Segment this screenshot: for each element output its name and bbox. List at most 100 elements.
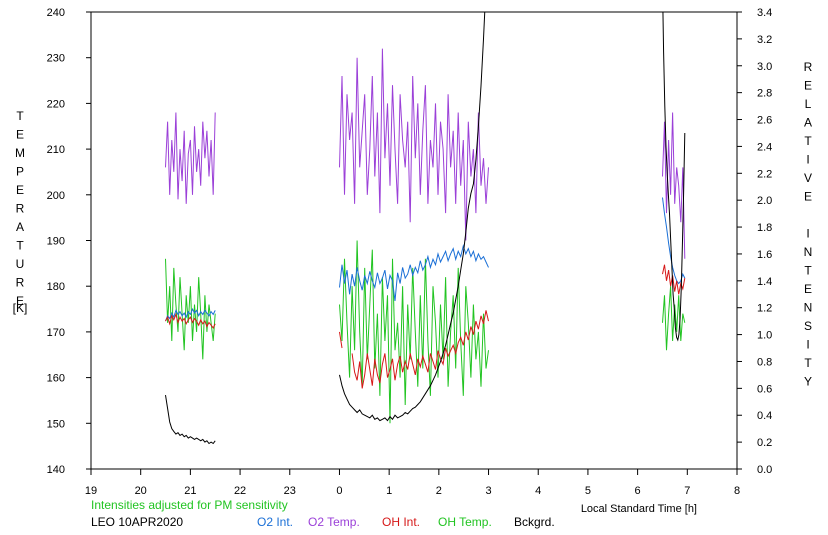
y-right-tick-label: 1.2 bbox=[757, 303, 772, 315]
series-line-oh-temp-seg1 bbox=[165, 258, 216, 360]
x-tick-label: 21 bbox=[184, 485, 196, 497]
y-left-tick-label: 180 bbox=[47, 281, 65, 293]
x-tick-label: 4 bbox=[535, 485, 541, 497]
y-right-tick-label: 3.4 bbox=[757, 7, 772, 19]
series-line-o2-temp-seg3 bbox=[662, 112, 686, 259]
note-text: Intensities adjusted for PM sensitivity bbox=[91, 498, 288, 512]
y-right-tick-label: 0.6 bbox=[757, 383, 772, 395]
y-left-tick-label: 210 bbox=[47, 144, 65, 156]
y-right-tick-label: 0.8 bbox=[757, 356, 772, 368]
y-right-tick-label: 0.4 bbox=[757, 410, 772, 422]
y-right-tick-label: 3.2 bbox=[757, 34, 772, 46]
y-left-tick-label: 220 bbox=[47, 98, 65, 110]
x-tick-label: 2 bbox=[436, 485, 442, 497]
series-line-oh-temp-seg3 bbox=[662, 286, 686, 351]
y-left-axis-title-letter: R bbox=[16, 202, 25, 216]
x-tick-label: 23 bbox=[284, 485, 296, 497]
y-left-axis-title-letter: P bbox=[16, 165, 24, 179]
series-line-background-seg2 bbox=[339, 12, 486, 422]
y-right-axis-title-letter: E bbox=[804, 282, 812, 296]
y-right-tick-label: 1.8 bbox=[757, 222, 772, 234]
y-right-axis-title-letter: V bbox=[804, 171, 812, 185]
y-right-axis-title-letter: I bbox=[806, 227, 809, 241]
y-right-tick-label: 2.8 bbox=[757, 88, 772, 100]
y-left-axis-title-letter: E bbox=[16, 294, 24, 308]
y-right-tick-label: 2.0 bbox=[757, 195, 772, 207]
station-label: LEO 10APR2020 bbox=[91, 515, 183, 529]
y-right-tick-label: 3.0 bbox=[757, 61, 772, 73]
y-left-axis-title-letter: E bbox=[16, 183, 24, 197]
series-line-oh-int-seg1 bbox=[165, 312, 216, 329]
y-right-axis-title-letter: E bbox=[804, 190, 812, 204]
x-axis-label: Local Standard Time [h] bbox=[581, 503, 697, 515]
x-tick-label: 19 bbox=[85, 485, 97, 497]
y-left-axis-title-letter: T bbox=[16, 109, 24, 123]
legend-item-o2-temp: O2 Temp. bbox=[308, 515, 360, 529]
plot-lines bbox=[165, 12, 686, 445]
legend: O2 Int. O2 Temp. OH Int. OH Temp. Bckgrd. bbox=[257, 515, 555, 529]
y-right-axis-title-letter: I bbox=[806, 153, 809, 167]
y-right-axis-title-letter: R bbox=[804, 60, 813, 74]
y-left-axis-title-letter: A bbox=[16, 220, 24, 234]
y-right-axis-title-letter: Y bbox=[804, 375, 812, 389]
y-right-axis-title-letter: T bbox=[804, 134, 812, 148]
y-left-axis-title-letter: T bbox=[16, 239, 24, 253]
ticks: 19 20 21 22 23 0 1 2 3 4 5 6 7 8140150160170180190200… bbox=[47, 7, 773, 497]
y-left-tick-label: 240 bbox=[47, 7, 65, 19]
legend-item-o2-int: O2 Int. bbox=[257, 515, 293, 529]
y-right-tick-label: 0.0 bbox=[757, 464, 772, 476]
x-tick-label: 6 bbox=[635, 485, 641, 497]
y-left-axis-unit: [K] bbox=[13, 301, 28, 315]
y-right-axis-title-letter: T bbox=[804, 264, 812, 278]
legend-item-oh-temp: OH Temp. bbox=[438, 515, 492, 529]
y-right-tick-label: 2.4 bbox=[757, 141, 772, 153]
y-right-tick-label: 1.0 bbox=[757, 330, 772, 342]
y-left-tick-label: 140 bbox=[47, 464, 65, 476]
y-right-tick-label: 0.2 bbox=[757, 437, 772, 449]
y-right-axis-title-letter: S bbox=[804, 319, 812, 333]
series-line-o2-temp-seg2 bbox=[339, 48, 489, 241]
y-left-axis-title-letter: M bbox=[15, 146, 25, 160]
y-right-axis-title-letter: I bbox=[806, 338, 809, 352]
x-tick-label: 1 bbox=[386, 485, 392, 497]
series-line-oh-temp-seg2 bbox=[339, 240, 489, 424]
y-right-tick-label: 1.4 bbox=[757, 276, 772, 288]
x-tick-label: 0 bbox=[336, 485, 342, 497]
x-tick-label: 7 bbox=[684, 485, 690, 497]
y-right-axis-title-letter: L bbox=[805, 97, 812, 111]
y-left-tick-label: 200 bbox=[47, 190, 65, 202]
y-right-tick-label: 2.2 bbox=[757, 168, 772, 180]
y-right-axis-title-letter: N bbox=[804, 301, 813, 315]
y-right-axis-title-letter: A bbox=[804, 116, 812, 130]
y-right-tick-label: 1.6 bbox=[757, 249, 772, 261]
series-line-background-seg3 bbox=[662, 12, 686, 342]
y-right-axis-title-letter: E bbox=[804, 79, 812, 93]
x-tick-label: 8 bbox=[734, 485, 740, 497]
x-tick-label: 5 bbox=[585, 485, 591, 497]
y-right-axis-title-letter: N bbox=[804, 245, 813, 259]
y-left-axis-title-letter: E bbox=[16, 128, 24, 142]
y-left-tick-label: 170 bbox=[47, 327, 65, 339]
series-line-o2-temp-seg1 bbox=[165, 112, 216, 204]
x-tick-label: 20 bbox=[135, 485, 147, 497]
series-line-oh-int-seg2 bbox=[339, 310, 489, 389]
series-line-o2-int-seg1 bbox=[165, 307, 216, 322]
axes bbox=[90, 11, 738, 470]
y-left-tick-label: 230 bbox=[47, 53, 65, 65]
legend-item-oh-int: OH Int. bbox=[382, 515, 420, 529]
y-left-tick-label: 190 bbox=[47, 236, 65, 248]
y-right-tick-label: 2.6 bbox=[757, 115, 772, 127]
legend-item-background: Bckgrd. bbox=[514, 515, 555, 529]
y-left-axis-title-letter: U bbox=[16, 257, 25, 271]
x-tick-label: 3 bbox=[485, 485, 491, 497]
y-left-tick-label: 150 bbox=[47, 418, 65, 430]
y-left-axis-title-letter: R bbox=[16, 276, 25, 290]
y-left-tick-label: 160 bbox=[47, 373, 65, 385]
series-line-background-seg1 bbox=[165, 395, 216, 445]
x-tick-label: 22 bbox=[234, 485, 246, 497]
y-right-axis-title-letter: T bbox=[804, 356, 812, 370]
